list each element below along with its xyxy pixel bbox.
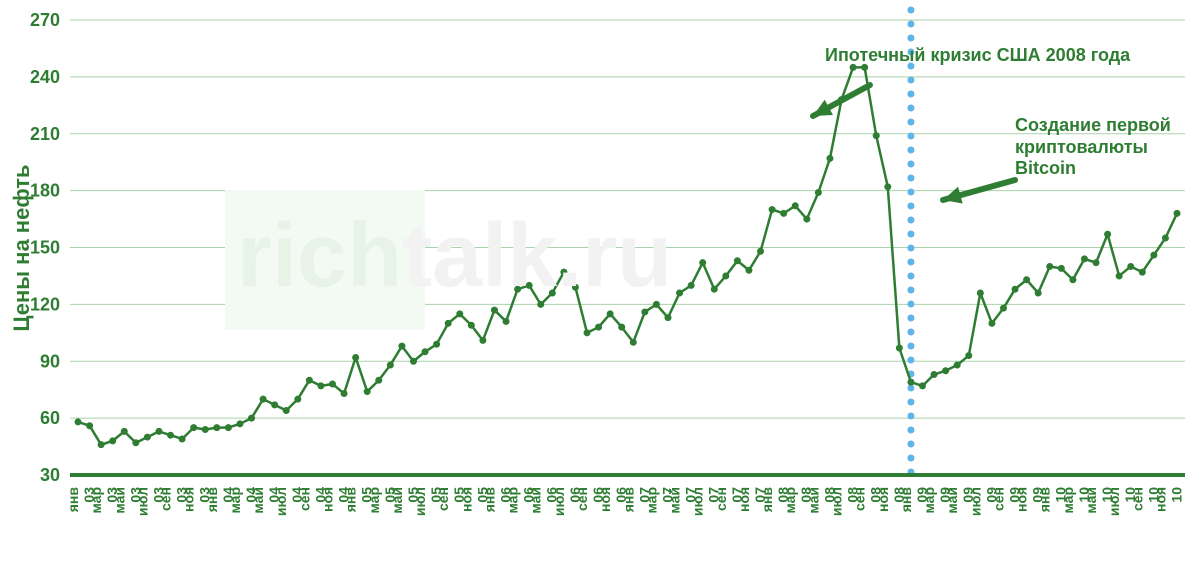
svg-text:сен: сен xyxy=(296,487,312,511)
svg-text:ноя: ноя xyxy=(1014,487,1030,512)
x-tick-label: ноя10 xyxy=(1152,487,1184,512)
svg-text:май: май xyxy=(805,487,821,514)
svg-text:янв: янв xyxy=(343,487,359,513)
svg-text:ноя: ноя xyxy=(736,487,752,512)
svg-text:сен: сен xyxy=(158,487,174,511)
svg-text:ноя: ноя xyxy=(1152,487,1168,512)
y-axis-label: Цены на нефть xyxy=(9,164,35,331)
svg-text:ноя: ноя xyxy=(597,487,613,512)
svg-text:июл: июл xyxy=(967,487,983,516)
y-tick-label: 30 xyxy=(40,465,60,485)
svg-text:янв: янв xyxy=(1037,487,1053,513)
svg-text:сен: сен xyxy=(574,487,590,511)
chart-svg: 306090120150180210240270янв03мар03май03и… xyxy=(0,0,1200,567)
svg-text:май: май xyxy=(1083,487,1099,514)
svg-text:мар: мар xyxy=(366,487,382,514)
svg-text:ноя: ноя xyxy=(320,487,336,512)
svg-text:янв: янв xyxy=(759,487,775,513)
svg-text:сен: сен xyxy=(435,487,451,511)
svg-text:июл: июл xyxy=(1106,487,1122,516)
data-line xyxy=(78,67,1177,444)
svg-text:мар: мар xyxy=(1060,487,1076,514)
svg-text:мар: мар xyxy=(643,487,659,514)
svg-text:май: май xyxy=(944,487,960,514)
svg-text:янв: янв xyxy=(65,487,81,513)
svg-text:янв: янв xyxy=(204,487,220,513)
svg-text:июл: июл xyxy=(412,487,428,516)
annotation-bitcoin: Создание первой криптовалюты Bitcoin xyxy=(1015,115,1171,180)
annotation-crisis-2008: Ипотечный кризис США 2008 года xyxy=(825,45,1130,67)
svg-text:май: май xyxy=(250,487,266,514)
svg-text:ноя: ноя xyxy=(458,487,474,512)
svg-text:ноя: ноя xyxy=(181,487,197,512)
svg-text:июл: июл xyxy=(551,487,567,516)
svg-text:май: май xyxy=(389,487,405,514)
svg-text:янв: янв xyxy=(481,487,497,513)
y-tick-label: 240 xyxy=(30,67,60,87)
svg-text:мар: мар xyxy=(88,487,104,514)
svg-text:мар: мар xyxy=(227,487,243,514)
y-tick-label: 210 xyxy=(30,124,60,144)
svg-text:май: май xyxy=(667,487,683,514)
svg-text:июл: июл xyxy=(273,487,289,516)
svg-text:июл: июл xyxy=(690,487,706,516)
svg-text:сен: сен xyxy=(1129,487,1145,511)
y-tick-label: 270 xyxy=(30,10,60,30)
svg-text:мар: мар xyxy=(505,487,521,514)
svg-text:июл: июл xyxy=(134,487,150,516)
svg-text:сен: сен xyxy=(990,487,1006,511)
y-tick-label: 60 xyxy=(40,408,60,428)
svg-text:мар: мар xyxy=(921,487,937,514)
svg-text:май: май xyxy=(528,487,544,514)
svg-text:ноя: ноя xyxy=(875,487,891,512)
oil-price-chart: Цены на нефть richtalk.ru 30609012015018… xyxy=(0,0,1200,567)
svg-text:сен: сен xyxy=(852,487,868,511)
y-tick-label: 90 xyxy=(40,351,60,371)
svg-text:мар: мар xyxy=(782,487,798,514)
svg-text:май: май xyxy=(111,487,127,514)
svg-text:10: 10 xyxy=(1168,487,1184,503)
svg-text:янв: янв xyxy=(620,487,636,513)
svg-text:янв: янв xyxy=(898,487,914,513)
svg-text:сен: сен xyxy=(713,487,729,511)
svg-text:июл: июл xyxy=(829,487,845,516)
